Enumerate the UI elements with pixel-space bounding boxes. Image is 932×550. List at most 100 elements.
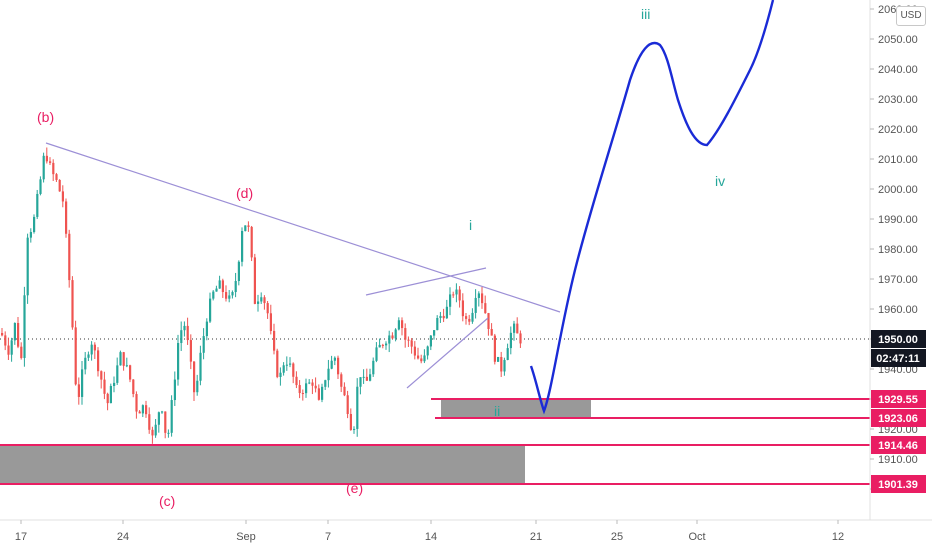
wave-label-d: (d) bbox=[236, 185, 253, 201]
candle-body bbox=[362, 376, 365, 378]
candle-body bbox=[343, 386, 346, 396]
x-tick-label: 14 bbox=[425, 531, 437, 543]
candle-body bbox=[500, 357, 503, 372]
candle-body bbox=[346, 395, 349, 414]
candles bbox=[1, 147, 522, 444]
level-badge-label: 1914.46 bbox=[878, 440, 918, 452]
candle-body bbox=[497, 357, 500, 362]
candle-body bbox=[116, 365, 119, 383]
level-badge bbox=[871, 409, 926, 427]
candle-body bbox=[29, 232, 32, 238]
candle-body bbox=[426, 346, 429, 356]
candle-body bbox=[327, 368, 330, 381]
candle-body bbox=[465, 316, 468, 319]
candle-body bbox=[93, 344, 96, 351]
candle-body bbox=[292, 363, 295, 377]
y-tick-label: 2010.00 bbox=[878, 154, 918, 166]
candle-body bbox=[433, 330, 436, 336]
candle-body bbox=[356, 386, 359, 429]
candle-body bbox=[298, 385, 301, 394]
elliott-projection-path bbox=[529, 0, 775, 415]
level-badge-label: 1923.06 bbox=[878, 413, 918, 425]
candle-body bbox=[196, 380, 199, 393]
candle-body bbox=[1, 333, 4, 336]
candle-body bbox=[10, 340, 13, 355]
candle-body bbox=[167, 432, 170, 434]
candle-body bbox=[45, 155, 48, 162]
candle-body bbox=[314, 385, 317, 389]
wave-label-b: (b) bbox=[37, 109, 54, 125]
candle-body bbox=[449, 294, 452, 307]
candle-body bbox=[420, 358, 423, 362]
candle-body bbox=[378, 344, 381, 348]
candle-body bbox=[273, 330, 276, 351]
wave-label-ii: ii bbox=[494, 403, 500, 419]
candle-body bbox=[429, 335, 432, 347]
candle-body bbox=[301, 393, 304, 395]
candle-body bbox=[513, 323, 516, 333]
time-axis[interactable] bbox=[0, 520, 870, 550]
candle-body bbox=[365, 376, 368, 381]
y-tick-label: 2050.00 bbox=[878, 34, 918, 46]
candle-body bbox=[516, 323, 519, 334]
candle-body bbox=[394, 329, 397, 339]
candle-body bbox=[503, 359, 506, 372]
x-tick-label: 12 bbox=[832, 531, 844, 543]
candle-body bbox=[39, 179, 42, 194]
candle-body bbox=[289, 363, 292, 365]
candle-body bbox=[209, 298, 212, 322]
candle-body bbox=[164, 411, 167, 433]
candle-body bbox=[381, 344, 384, 346]
level-badge bbox=[871, 390, 926, 408]
candle-body bbox=[132, 379, 135, 395]
candle-body bbox=[330, 360, 333, 369]
candle-body bbox=[404, 328, 407, 340]
candle-body bbox=[74, 327, 77, 385]
currency-label[interactable]: USD bbox=[896, 6, 926, 26]
candle-body bbox=[458, 289, 461, 301]
candle-body bbox=[26, 237, 29, 296]
candle-body bbox=[180, 330, 183, 344]
candle-body bbox=[471, 312, 474, 322]
candle-body bbox=[177, 343, 180, 380]
price-axis[interactable] bbox=[870, 0, 932, 520]
candle-body bbox=[17, 323, 20, 347]
candle-body bbox=[285, 364, 288, 366]
candle-body bbox=[333, 357, 336, 361]
candle-body bbox=[7, 345, 10, 355]
candle-body bbox=[388, 335, 391, 344]
candle-body bbox=[340, 374, 343, 387]
support-zone bbox=[0, 446, 525, 484]
wave-label-e: (e) bbox=[346, 480, 363, 496]
candle-body bbox=[33, 216, 36, 233]
candle-body bbox=[215, 288, 218, 292]
candle-body bbox=[372, 360, 375, 375]
x-tick-label: 21 bbox=[530, 531, 542, 543]
candle-body bbox=[295, 376, 298, 386]
candle-body bbox=[407, 339, 410, 341]
y-tick-label: 2030.00 bbox=[878, 94, 918, 106]
candle-body bbox=[129, 365, 132, 380]
y-tick-label: 2040.00 bbox=[878, 64, 918, 76]
candle-body bbox=[221, 280, 224, 293]
candle-body bbox=[436, 318, 439, 331]
current-price-badge bbox=[871, 330, 926, 348]
candle-body bbox=[257, 301, 260, 304]
candle-body bbox=[410, 340, 413, 347]
candle-body bbox=[241, 230, 244, 262]
candle-body bbox=[234, 280, 237, 293]
candle-body bbox=[250, 226, 253, 258]
wave-label-iv: iv bbox=[715, 173, 725, 189]
candle-body bbox=[81, 369, 84, 397]
candle-body bbox=[58, 179, 61, 192]
wave-label-iii: iii bbox=[641, 6, 650, 22]
wedge-upper-line bbox=[365, 267, 487, 296]
candle-body bbox=[263, 297, 266, 304]
candle-body bbox=[445, 306, 448, 319]
candle-body bbox=[202, 336, 205, 353]
candle-body bbox=[321, 386, 324, 400]
plot-area[interactable] bbox=[0, 0, 870, 520]
candle-body bbox=[218, 280, 221, 289]
candle-body bbox=[490, 328, 493, 336]
